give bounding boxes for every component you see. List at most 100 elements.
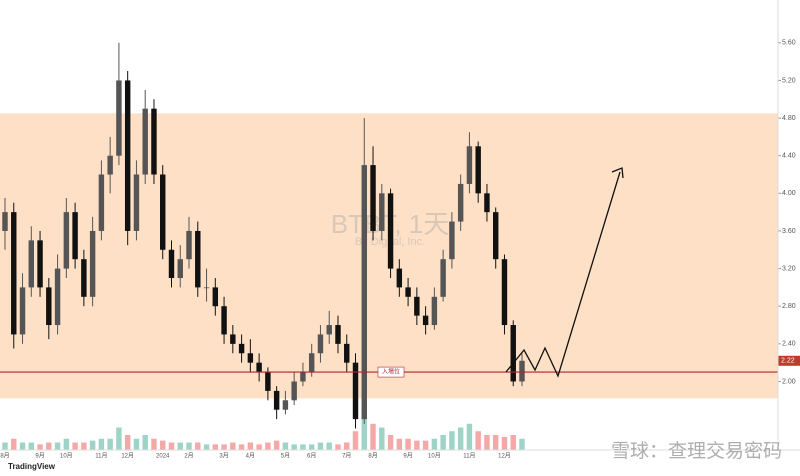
volume-bar bbox=[396, 438, 403, 450]
volume-bar bbox=[484, 435, 490, 450]
volume-bar bbox=[107, 438, 113, 450]
x-tick-label: 6月 bbox=[307, 453, 316, 460]
candle-body bbox=[300, 372, 306, 382]
x-tick-label: 5月 bbox=[281, 453, 290, 460]
candle-body bbox=[449, 221, 455, 260]
volume-bar bbox=[116, 427, 122, 450]
candle-body bbox=[63, 212, 70, 269]
candle-body bbox=[475, 146, 481, 194]
x-tick-label: 10月 bbox=[60, 453, 73, 460]
brand-logo: TradingView bbox=[8, 462, 56, 471]
candle-body bbox=[203, 287, 210, 289]
candle-body bbox=[414, 296, 420, 316]
candle-body bbox=[466, 146, 473, 184]
volume-bar bbox=[387, 435, 394, 450]
candle-body bbox=[142, 108, 148, 175]
volume-bar bbox=[335, 444, 341, 450]
candle-body bbox=[11, 212, 17, 335]
last-price-label: 2.22 bbox=[781, 358, 795, 365]
candle-body bbox=[168, 249, 175, 278]
candle-body bbox=[46, 287, 52, 326]
y-tick-label: 2.00 bbox=[782, 378, 796, 385]
volume-bar bbox=[282, 442, 289, 450]
candle-body bbox=[133, 174, 140, 231]
volume-bar bbox=[510, 435, 516, 450]
candle-body bbox=[107, 155, 113, 175]
y-tick-label: 5.20 bbox=[782, 77, 796, 84]
volume-bar bbox=[212, 444, 219, 450]
candle-body bbox=[370, 165, 376, 231]
volume-bar bbox=[2, 442, 8, 450]
candle-body bbox=[81, 259, 87, 297]
x-tick-label: 2024 bbox=[156, 454, 170, 460]
candle-body bbox=[2, 212, 8, 231]
candle-body bbox=[116, 80, 122, 156]
volume-bar bbox=[168, 442, 175, 450]
candle-body bbox=[501, 259, 508, 326]
candle-body bbox=[484, 193, 490, 213]
candle-body bbox=[160, 174, 166, 250]
last-price-marker bbox=[778, 355, 800, 366]
candle-body bbox=[212, 287, 219, 307]
volume-bar bbox=[265, 442, 271, 450]
candle-body bbox=[186, 230, 192, 260]
volume-bar bbox=[151, 438, 157, 450]
volume-bar bbox=[37, 444, 43, 450]
volume-bar bbox=[160, 440, 166, 450]
candle-body bbox=[431, 296, 438, 326]
x-tick-label: 8月 bbox=[0, 453, 9, 460]
x-tick-label: 3月 bbox=[219, 453, 228, 460]
volume-bar bbox=[475, 431, 481, 450]
x-tick-label: 7月 bbox=[342, 453, 351, 460]
volume-bar bbox=[54, 442, 61, 450]
candle-body bbox=[265, 372, 271, 391]
candle-body bbox=[28, 240, 35, 288]
candle-body bbox=[282, 400, 289, 410]
source-watermark: 雪球：查理交易密码 bbox=[611, 440, 782, 462]
volume-bar bbox=[28, 442, 35, 450]
volume-bar bbox=[466, 423, 473, 450]
y-tick-label: 5.60 bbox=[782, 40, 796, 47]
y-tick-label: 4.00 bbox=[782, 190, 796, 197]
candle-body bbox=[256, 362, 262, 373]
volume-bar bbox=[124, 435, 131, 450]
volume-bar bbox=[238, 444, 245, 450]
candle-body bbox=[230, 334, 236, 344]
candle-body bbox=[151, 108, 157, 175]
candle-body bbox=[510, 325, 516, 382]
x-tick-label: 9月 bbox=[403, 453, 412, 460]
candle-body bbox=[326, 325, 332, 335]
candle-body bbox=[440, 259, 446, 297]
candle-body bbox=[273, 390, 280, 410]
volume-bar bbox=[449, 431, 455, 450]
volume-bar bbox=[352, 431, 359, 450]
candle-body bbox=[177, 259, 183, 278]
y-tick-label: 4.40 bbox=[782, 153, 796, 160]
x-tick-label: 2月 bbox=[184, 453, 193, 460]
volume-bar bbox=[370, 423, 376, 450]
volume-bar bbox=[11, 438, 17, 450]
x-tick-label: 12月 bbox=[121, 453, 134, 460]
candle-body bbox=[72, 212, 78, 260]
volume-bar bbox=[273, 440, 280, 450]
volume-bar bbox=[133, 438, 140, 450]
volume-bar bbox=[431, 438, 438, 450]
candle-body bbox=[422, 315, 429, 326]
volume-bar bbox=[247, 442, 254, 450]
candle-body bbox=[98, 174, 105, 231]
volume-bar bbox=[519, 438, 525, 450]
candle-body bbox=[308, 353, 315, 373]
candle-body bbox=[519, 360, 525, 382]
volume-bar bbox=[19, 442, 26, 450]
volume-bar bbox=[501, 436, 508, 450]
volume-bar bbox=[72, 442, 78, 450]
x-tick-label: 10月 bbox=[428, 453, 441, 460]
x-tick-label: 12月 bbox=[498, 453, 511, 460]
volume-bar bbox=[361, 408, 367, 450]
projection-path bbox=[505, 171, 621, 378]
volume-bar bbox=[195, 442, 201, 450]
entry-label: 入場位 bbox=[382, 368, 400, 376]
volume-bar bbox=[300, 444, 306, 450]
candle-body bbox=[124, 80, 131, 231]
